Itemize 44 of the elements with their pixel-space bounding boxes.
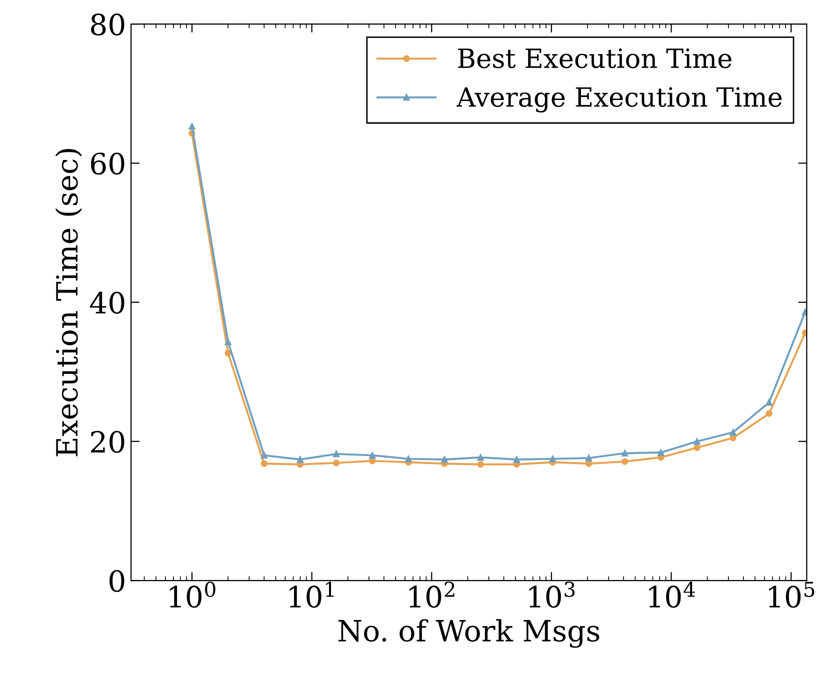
- point: [441, 456, 448, 463]
- point: [585, 454, 592, 462]
- point: [224, 350, 232, 356]
- point: [766, 410, 772, 417]
- x-tick-label: 10$^{0}$: [170, 582, 216, 608]
- point: [477, 454, 484, 461]
- point: [621, 450, 628, 457]
- legend-label: Best Execution Time: [458, 48, 732, 68]
- point: [513, 456, 520, 463]
- y-tick-label: 20: [91, 430, 124, 453]
- point: [802, 308, 807, 316]
- x-tick-label: 10$^{4}$: [649, 582, 695, 608]
- y-tick-label: 80: [91, 13, 124, 36]
- point: [802, 330, 807, 336]
- x-tick-label: 10$^{2}$: [410, 582, 454, 608]
- point: [369, 452, 376, 459]
- y-tick-label: 0: [110, 570, 124, 592]
- y-axis-title: Execution Time (sec): [55, 149, 82, 456]
- y-tick-label: 40: [90, 292, 124, 314]
- point: [369, 458, 376, 464]
- point: [694, 444, 700, 451]
- point: [260, 460, 268, 467]
- point: [296, 456, 304, 463]
- y-tick-label: 60: [91, 152, 124, 175]
- point: [224, 338, 232, 346]
- point: [549, 455, 556, 462]
- point: [621, 458, 628, 465]
- x-tick-label: 10$^{1}$: [290, 582, 334, 608]
- point: [766, 399, 772, 406]
- x-axis-title: No. of Work Msgs: [338, 619, 600, 648]
- point: [405, 455, 412, 462]
- x-tick-label: 10$^{3}$: [529, 582, 575, 608]
- legend-label: Average Execution Time: [456, 87, 782, 112]
- x-tick-label: 10$^{5}$: [768, 582, 814, 608]
- point: [658, 449, 664, 456]
- point: [188, 122, 196, 130]
- point: [694, 438, 700, 445]
- point: [332, 460, 340, 466]
- point: [585, 460, 592, 467]
- point: [730, 434, 736, 442]
- point: [332, 450, 340, 458]
- point: [477, 461, 484, 468]
- point: [730, 429, 736, 436]
- point: [260, 452, 268, 459]
